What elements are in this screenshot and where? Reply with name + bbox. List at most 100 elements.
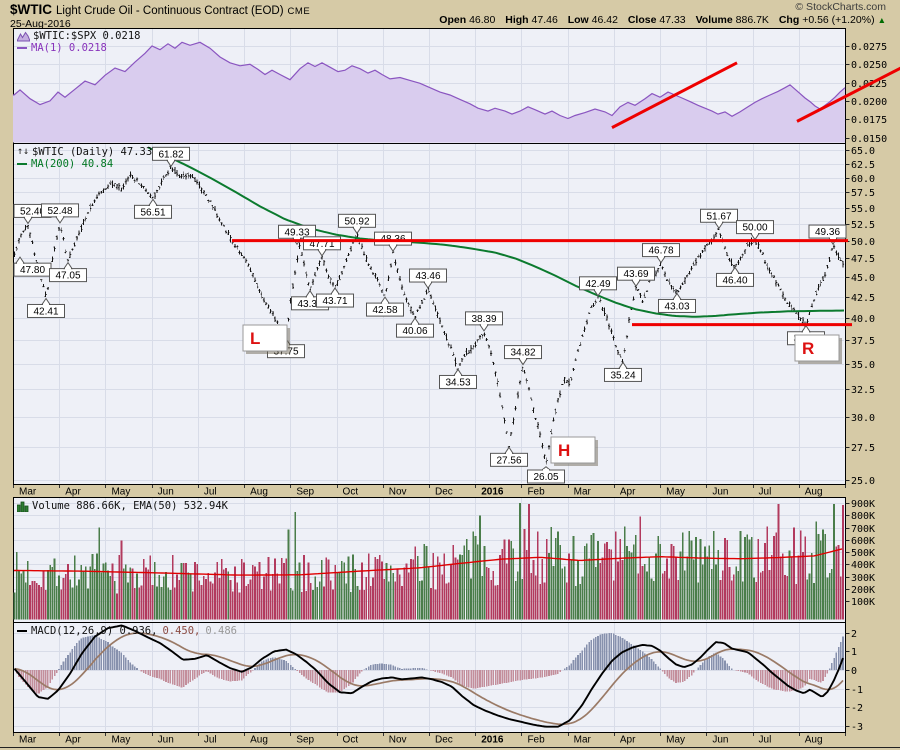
x-tick-label: May: [111, 487, 130, 498]
price-callout: 50.92: [338, 213, 376, 235]
ratio-trendline: [796, 66, 900, 123]
y-tick-label: 50.0: [851, 237, 875, 248]
ratio-series-label: $WTIC:$SPX 0.0218: [33, 30, 141, 42]
low-value: 46.42: [591, 14, 618, 26]
chart-header: $WTIC Light Crude Oil - Continuous Contra…: [0, 0, 900, 30]
volume-panel: [13, 503, 844, 620]
svg-text:43.36: 43.36: [297, 299, 322, 310]
x-tick-label: Oct: [343, 735, 359, 746]
volume-legend: Volume 886.66K, EMA(50) 532.94K: [17, 500, 228, 512]
chg-value: +0.56 (+1.20%): [802, 14, 875, 26]
y-tick-label: 600K: [851, 536, 875, 547]
x-tick-label: 2016: [481, 487, 504, 498]
price-callout: 43.71: [316, 287, 354, 308]
x-tick-label: May: [111, 735, 130, 746]
x-tick-label: Apr: [620, 735, 636, 746]
y-tick-label: 45.0: [851, 273, 875, 284]
x-tick-label: Mar: [574, 735, 592, 746]
x-tick-label: Jun: [158, 487, 174, 498]
x-tick-label: Jul: [204, 735, 217, 746]
svg-text:50.92: 50.92: [344, 216, 369, 227]
price-callout: 34.53: [439, 368, 477, 389]
ma200-line: [147, 146, 845, 318]
macd-line: [13, 624, 844, 728]
bar-chart-icon: [17, 501, 29, 512]
price-callout: 42.49: [579, 276, 617, 297]
x-tick-label: Feb: [527, 735, 545, 746]
svg-text:38.39: 38.39: [471, 314, 496, 325]
x-tick-label: Aug: [250, 735, 268, 746]
x-tick-label: Dec: [435, 735, 453, 746]
high-label: High: [505, 14, 529, 26]
price-callout: 26.05: [527, 466, 565, 484]
header-title-row: $WTIC Light Crude Oil - Continuous Contra…: [10, 1, 886, 17]
x-tick-label: Jun: [158, 735, 174, 746]
y-tick-label: 30.0: [851, 413, 875, 424]
price-callout: 43.46: [409, 268, 447, 289]
y-tick-label: 0.0250: [851, 60, 887, 71]
x-tick-label: Mar: [19, 487, 37, 498]
price-callout: 47.05: [49, 261, 87, 283]
y-tick-label: 42.5: [851, 293, 875, 304]
svg-text:R: R: [802, 339, 814, 358]
price-callout: 52.48: [41, 203, 79, 224]
macd-legend: MACD(12,26,9) 0.936, 0.450, 0.486: [17, 625, 237, 637]
x-tick-label: Apr: [65, 735, 81, 746]
stockcharts-credit-link[interactable]: © StockCharts.com: [795, 1, 886, 13]
macd-histogram-positive: [58, 632, 844, 670]
exchange-code: CME: [287, 6, 311, 17]
x-tick-label: Aug: [805, 487, 823, 498]
svg-text:43.69: 43.69: [623, 269, 648, 280]
macd-hist-label: 0.486: [205, 625, 237, 637]
svg-text:49.33: 49.33: [284, 227, 309, 238]
y-tick-label: 100K: [851, 597, 875, 608]
y-tick-label: 200K: [851, 585, 875, 596]
macd-main-label: MACD(12,26,9) 0.936,: [31, 625, 158, 637]
letter-box-L: L: [242, 324, 290, 354]
svg-text:27.56: 27.56: [496, 455, 521, 466]
price-callout: 46.78: [642, 243, 680, 264]
price-legend: ↑↓ $WTIC (Daily) 47.33 MA(200) 40.84: [17, 146, 152, 170]
svg-text:43.03: 43.03: [664, 301, 689, 312]
x-tick-label: 2016: [481, 735, 504, 746]
y-tick-label: 400K: [851, 560, 875, 571]
x-tick-label: Apr: [65, 487, 81, 498]
price-callout: 34.82: [504, 345, 542, 366]
ohlc-quote-line: Open 46.80 High 47.46 Low 46.42 Close 47…: [432, 14, 886, 26]
x-tick-label: Nov: [389, 735, 407, 746]
x-tick-label: Mar: [574, 487, 592, 498]
svg-text:42.58: 42.58: [372, 305, 397, 316]
volume-bars-down: [29, 503, 844, 620]
svg-text:52.40: 52.40: [20, 206, 45, 217]
x-tick-label: Jul: [204, 487, 217, 498]
y-tick-label: 500K: [851, 548, 875, 559]
close-value: 47.33: [659, 14, 686, 26]
svg-text:61.82: 61.82: [158, 149, 183, 160]
y-tick-label: 57.5: [851, 188, 875, 199]
svg-text:42.41: 42.41: [33, 306, 58, 317]
y-tick-label: 32.5: [851, 385, 875, 396]
svg-text:35.24: 35.24: [610, 370, 635, 381]
x-tick-label: Nov: [389, 487, 407, 498]
price-callout: 43.03: [658, 292, 696, 313]
y-tick-label: -3: [851, 722, 863, 733]
svg-text:H: H: [558, 441, 570, 460]
quote-date: 25-Aug-2016: [10, 18, 71, 30]
svg-text:56.51: 56.51: [140, 207, 165, 218]
svg-text:26.05: 26.05: [533, 472, 558, 483]
y-tick-label: 47.5: [851, 254, 875, 265]
x-tick-label: Sep: [296, 735, 314, 746]
svg-text:43.71: 43.71: [322, 296, 347, 307]
svg-text:42.49: 42.49: [585, 279, 610, 290]
svg-text:47.80: 47.80: [20, 265, 45, 276]
macd-signal-label: 0.450,: [162, 625, 201, 637]
y-tick-label: 37.5: [851, 336, 875, 347]
y-tick-label: 40.0: [851, 314, 875, 325]
header-quote-row: 25-Aug-2016 Open 46.80 High 47.46 Low 46…: [10, 14, 886, 30]
volume-label: Volume: [695, 14, 733, 26]
y-tick-label: 25.0: [851, 476, 875, 487]
svg-text:50.00: 50.00: [742, 223, 767, 234]
chg-label: Chg: [778, 14, 800, 26]
x-tick-label: Mar: [19, 735, 37, 746]
